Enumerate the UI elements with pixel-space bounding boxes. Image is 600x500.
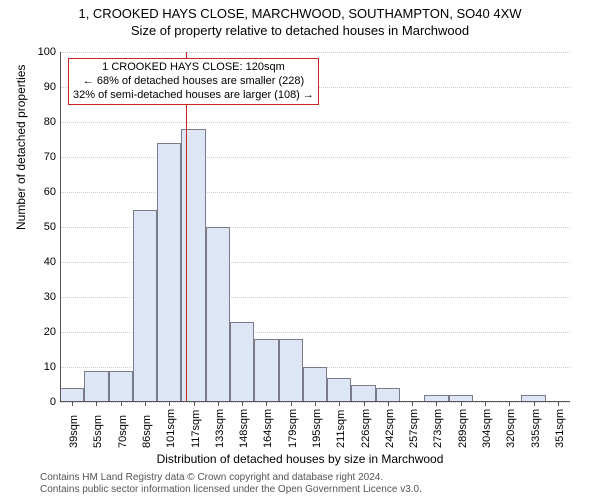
- xtick-label: 304sqm: [481, 409, 493, 448]
- histogram-bar: [84, 371, 108, 403]
- xtick-label: 148sqm: [238, 409, 250, 448]
- chart-plot-area: 010203040506070809010039sqm55sqm70sqm86s…: [60, 52, 570, 402]
- footer-line1: Contains HM Land Registry data © Crown c…: [40, 472, 422, 484]
- x-axis-label: Distribution of detached houses by size …: [0, 452, 600, 466]
- histogram-bar: [303, 367, 327, 402]
- xtick-label: 179sqm: [287, 409, 299, 448]
- xtick-label: 242sqm: [384, 409, 396, 448]
- xtick: [218, 402, 219, 406]
- ytick-label: 40: [32, 256, 56, 268]
- xtick: [169, 402, 170, 406]
- histogram-bar: [133, 210, 157, 403]
- xtick: [242, 402, 243, 406]
- xtick: [436, 402, 437, 406]
- histogram-bar: [351, 385, 375, 403]
- ytick-label: 80: [32, 116, 56, 128]
- histogram-bar: [206, 227, 230, 402]
- histogram-bar: [181, 129, 205, 402]
- y-axis-label: Number of detached properties: [14, 65, 28, 230]
- xtick-label: 257sqm: [408, 409, 420, 448]
- histogram-bar: [230, 322, 254, 403]
- page-title-line2: Size of property relative to detached ho…: [0, 23, 600, 38]
- xtick: [339, 402, 340, 406]
- xtick: [96, 402, 97, 406]
- gridline: [60, 192, 570, 193]
- ytick-label: 50: [32, 221, 56, 233]
- xtick-label: 335sqm: [530, 409, 542, 448]
- histogram-bar: [279, 339, 303, 402]
- gridline: [60, 122, 570, 123]
- page-title-line1: 1, CROOKED HAYS CLOSE, MARCHWOOD, SOUTHA…: [0, 6, 600, 21]
- xtick: [315, 402, 316, 406]
- ytick-label: 20: [32, 326, 56, 338]
- xtick: [72, 402, 73, 406]
- ytick-label: 0: [32, 396, 56, 408]
- xtick-label: 273sqm: [432, 409, 444, 448]
- xtick: [388, 402, 389, 406]
- annotation-box: 1 CROOKED HAYS CLOSE: 120sqm ← 68% of de…: [68, 58, 319, 105]
- gridline: [60, 157, 570, 158]
- xtick: [485, 402, 486, 406]
- annotation-line3: 32% of semi-detached houses are larger (…: [73, 89, 314, 103]
- ytick-label: 30: [32, 291, 56, 303]
- xtick-label: 226sqm: [360, 409, 372, 448]
- xtick: [364, 402, 365, 406]
- footer-line2: Contains public sector information licen…: [40, 484, 422, 496]
- histogram-bar: [109, 371, 133, 403]
- xtick: [266, 402, 267, 406]
- xtick-label: 55sqm: [92, 415, 104, 448]
- xtick-label: 320sqm: [505, 409, 517, 448]
- xtick: [412, 402, 413, 406]
- gridline: [60, 52, 570, 53]
- ytick-label: 90: [32, 81, 56, 93]
- xtick-label: 117sqm: [190, 410, 202, 448]
- annotation-line2: ← 68% of detached houses are smaller (22…: [73, 75, 314, 89]
- xtick: [534, 402, 535, 406]
- xtick-label: 39sqm: [68, 415, 80, 448]
- xtick-label: 133sqm: [214, 409, 226, 448]
- ytick-label: 100: [32, 46, 56, 58]
- histogram-bar: [376, 388, 400, 402]
- x-axis: [60, 401, 570, 402]
- xtick: [194, 402, 195, 406]
- histogram-bar: [60, 388, 84, 402]
- xtick-label: 351sqm: [554, 409, 566, 448]
- xtick: [291, 402, 292, 406]
- xtick-label: 164sqm: [262, 409, 274, 448]
- xtick-label: 101sqm: [165, 409, 177, 448]
- histogram-bar: [157, 143, 181, 402]
- xtick: [461, 402, 462, 406]
- annotation-line1: 1 CROOKED HAYS CLOSE: 120sqm: [73, 61, 314, 75]
- xtick-label: 289sqm: [457, 409, 469, 448]
- footer-attribution: Contains HM Land Registry data © Crown c…: [40, 472, 422, 496]
- ytick-label: 70: [32, 151, 56, 163]
- xtick: [509, 402, 510, 406]
- xtick: [121, 402, 122, 406]
- ytick-label: 60: [32, 186, 56, 198]
- y-axis: [60, 52, 61, 402]
- xtick-label: 211sqm: [335, 410, 347, 448]
- xtick-label: 195sqm: [311, 409, 323, 448]
- xtick: [145, 402, 146, 406]
- xtick-label: 86sqm: [141, 415, 153, 448]
- xtick-label: 70sqm: [117, 415, 129, 448]
- histogram-bar: [327, 378, 351, 403]
- ytick-label: 10: [32, 361, 56, 373]
- xtick: [558, 402, 559, 406]
- histogram-bar: [254, 339, 278, 402]
